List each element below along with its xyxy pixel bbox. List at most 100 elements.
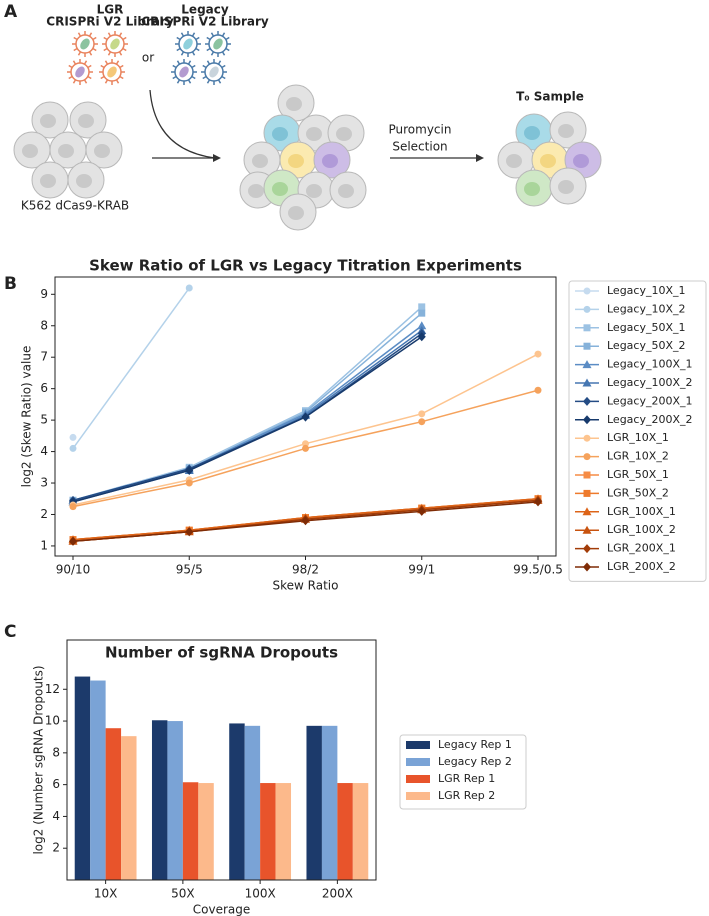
legend-label: Legacy Rep 1 bbox=[438, 738, 512, 751]
legend-label: Legacy_10X_1 bbox=[607, 284, 686, 297]
marker bbox=[534, 386, 542, 394]
x-tick-label: 50X bbox=[171, 887, 195, 901]
lgr-subtitle: CRISPRi V2 Library bbox=[46, 15, 174, 29]
marker bbox=[582, 525, 592, 534]
plot-frame bbox=[66, 639, 377, 881]
y-tick-label: 3 bbox=[40, 476, 48, 490]
line bbox=[72, 329, 423, 503]
legend-label: Legacy_100X_2 bbox=[607, 376, 693, 389]
bar bbox=[306, 725, 322, 880]
bar bbox=[105, 728, 122, 880]
x-axis-label: Coverage bbox=[193, 903, 251, 916]
x-tick-label: 99.5/0.5 bbox=[513, 563, 563, 577]
series bbox=[68, 325, 427, 506]
nucleus bbox=[506, 154, 522, 168]
y-tick-label: 10 bbox=[45, 714, 60, 728]
cell-line: K562 dCas9-KRAB bbox=[21, 199, 129, 213]
series bbox=[69, 350, 542, 509]
legend-label: LGR_100X_2 bbox=[607, 523, 676, 536]
legacy-subtitle: CRISPRi V2 Library bbox=[141, 15, 269, 29]
y-tick-label: 4 bbox=[40, 444, 48, 458]
marker bbox=[417, 321, 427, 330]
bar bbox=[229, 723, 245, 880]
virus-core bbox=[110, 38, 120, 50]
x-tick-label: 10X bbox=[94, 887, 118, 901]
marker bbox=[583, 562, 591, 572]
series bbox=[69, 433, 77, 441]
legend-swatch bbox=[406, 741, 430, 749]
panel-label: B bbox=[4, 274, 17, 294]
marker bbox=[583, 324, 591, 332]
y-tick-label: 8 bbox=[52, 745, 60, 759]
marker bbox=[301, 412, 310, 422]
series bbox=[69, 332, 426, 507]
bar bbox=[121, 736, 137, 880]
y-axis-label: log2 (Skew Ratio) value bbox=[20, 346, 34, 488]
y-tick-label: 9 bbox=[40, 287, 48, 301]
legend-label: Legacy_50X_1 bbox=[607, 321, 686, 334]
nucleus bbox=[272, 127, 288, 141]
marker bbox=[583, 287, 591, 295]
y-tick-label: 4 bbox=[52, 809, 60, 823]
legend-label: LGR Rep 2 bbox=[438, 789, 495, 802]
plot-frame bbox=[54, 276, 557, 557]
marker bbox=[583, 471, 591, 479]
virus-core bbox=[179, 66, 189, 78]
legend-label: LGR_100X_1 bbox=[607, 505, 676, 518]
series bbox=[69, 386, 542, 511]
marker bbox=[185, 527, 194, 537]
x-tick-label: 99/1 bbox=[408, 563, 435, 577]
legend-swatch bbox=[406, 792, 430, 800]
y-tick-label: 2 bbox=[40, 507, 48, 521]
nucleus bbox=[338, 184, 354, 198]
bar bbox=[352, 783, 369, 880]
nucleus bbox=[322, 154, 338, 168]
marker bbox=[583, 434, 591, 442]
sample-title: T₀ Sample bbox=[516, 90, 584, 104]
chart-title: Skew Ratio of LGR vs Legacy Titration Ex… bbox=[89, 257, 522, 275]
legend-label: LGR_10X_2 bbox=[607, 450, 669, 463]
nucleus bbox=[76, 174, 92, 188]
marker bbox=[418, 410, 426, 418]
line bbox=[72, 287, 190, 449]
legend-box bbox=[568, 280, 707, 582]
legend-label: LGR Rep 1 bbox=[438, 772, 495, 785]
virus-core bbox=[209, 66, 219, 78]
marker bbox=[583, 544, 591, 554]
marker bbox=[583, 305, 591, 313]
nucleus bbox=[524, 126, 540, 140]
nucleus bbox=[306, 184, 322, 198]
nucleus bbox=[573, 154, 589, 168]
lgr-title: LGR bbox=[97, 3, 124, 17]
bar bbox=[244, 725, 261, 880]
bar bbox=[275, 783, 292, 880]
legend-label: Legacy_50X_2 bbox=[607, 339, 686, 352]
bar bbox=[337, 783, 353, 880]
y-tick-label: 5 bbox=[40, 413, 48, 427]
legend-label: LGR_50X_1 bbox=[607, 468, 669, 481]
y-axis-label: log2 (Number sgRNA Dropouts) bbox=[32, 665, 46, 854]
nucleus bbox=[558, 180, 574, 194]
bar bbox=[74, 676, 91, 880]
nucleus bbox=[58, 144, 74, 158]
panel-label: C bbox=[4, 622, 16, 642]
diagram: A LGR CRISPRi V2 Library Legacy CRISPRi … bbox=[4, 2, 602, 231]
marker bbox=[534, 350, 542, 358]
x-tick-label: 95/5 bbox=[176, 563, 203, 577]
series bbox=[68, 321, 427, 504]
nucleus bbox=[524, 182, 540, 196]
y-tick-label: 8 bbox=[40, 318, 48, 332]
bar bbox=[90, 680, 106, 880]
legend-swatch bbox=[406, 758, 430, 766]
bar bbox=[151, 720, 168, 880]
cells bbox=[13, 31, 602, 231]
legend-box bbox=[399, 734, 527, 810]
marker bbox=[583, 453, 591, 461]
series bbox=[69, 309, 426, 504]
marker bbox=[583, 396, 591, 406]
nucleus bbox=[94, 144, 110, 158]
legacy-title: Legacy bbox=[181, 3, 229, 17]
x-axis-label: Skew Ratio bbox=[273, 579, 339, 593]
legend-label: Legacy_100X_1 bbox=[607, 358, 693, 371]
